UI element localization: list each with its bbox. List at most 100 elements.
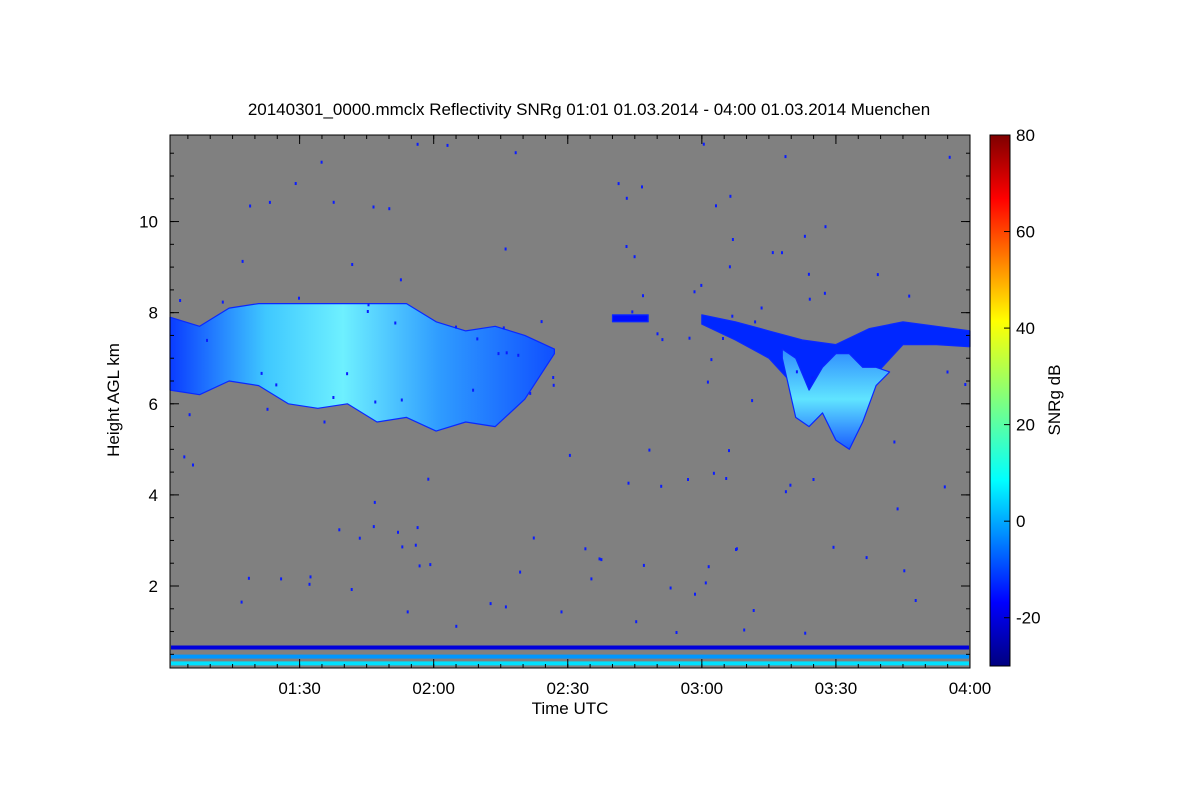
speckle <box>627 481 630 485</box>
y-tick-label: 2 <box>149 577 158 596</box>
speckle <box>540 320 543 324</box>
speckle <box>789 483 792 487</box>
speckle <box>552 376 555 379</box>
speckle <box>642 563 645 567</box>
cloud-layer <box>169 303 556 432</box>
speckle <box>715 204 717 208</box>
speckle <box>832 545 835 549</box>
x-tick-label: 01:30 <box>278 679 321 698</box>
speckle <box>332 200 335 204</box>
speckle <box>366 310 369 313</box>
speckle <box>598 557 601 561</box>
speckle <box>427 477 430 481</box>
plot-frame <box>169 134 971 669</box>
speckle <box>294 182 297 185</box>
speckle <box>429 563 432 567</box>
speckle <box>700 283 703 287</box>
speckle <box>648 448 651 452</box>
plot-area <box>169 134 971 669</box>
speckle <box>505 351 508 355</box>
speckle <box>635 620 638 624</box>
speckle <box>876 273 879 277</box>
speckle <box>332 396 335 399</box>
y-tick-label: 6 <box>149 395 158 414</box>
speckle <box>249 204 252 208</box>
speckle <box>631 310 634 314</box>
speckle <box>811 376 814 380</box>
speckle <box>455 325 457 329</box>
x-tick-label: 02:00 <box>412 679 455 698</box>
speckle <box>350 588 353 591</box>
speckle <box>374 400 377 404</box>
speckle <box>807 272 810 276</box>
speckle <box>192 463 194 467</box>
colorbar-tick-label: 20 <box>1016 416 1035 435</box>
chart-title: 20140301_0000.mmclx Reflectivity SNRg 01… <box>248 100 930 119</box>
speckle <box>712 471 715 475</box>
speckle <box>476 337 479 341</box>
speckle <box>731 314 734 318</box>
speckle <box>725 477 728 480</box>
speckle <box>394 321 397 325</box>
speckle <box>908 294 911 298</box>
y-tick-label: 8 <box>149 304 158 323</box>
speckle <box>784 490 787 494</box>
speckle <box>824 225 827 229</box>
speckle <box>268 200 271 204</box>
surface-band <box>171 661 969 666</box>
speckle <box>504 247 507 251</box>
speckle <box>687 478 689 481</box>
speckle <box>206 338 208 342</box>
speckle <box>401 545 404 549</box>
speckle <box>600 558 603 562</box>
speckle <box>641 185 643 189</box>
noise-speckles <box>179 142 967 635</box>
speckle <box>964 383 967 386</box>
speckle <box>323 420 326 424</box>
speckle <box>502 326 505 330</box>
speckle <box>529 391 532 395</box>
speckle <box>455 624 458 628</box>
speckle <box>893 440 896 444</box>
x-tick-label: 03:30 <box>815 679 858 698</box>
speckle <box>497 352 500 356</box>
speckle <box>372 525 375 529</box>
speckle <box>784 155 787 159</box>
speckle <box>414 543 417 547</box>
speckle <box>416 526 419 530</box>
colorbar: -20 0 20 40 60 80 SNRg dB <box>989 126 1064 667</box>
speckle <box>183 455 186 459</box>
speckle <box>388 207 391 211</box>
speckle <box>729 194 732 198</box>
speckle <box>367 303 370 307</box>
speckle <box>338 528 341 532</box>
speckle <box>532 536 535 540</box>
colorbar-tick-label: 40 <box>1016 319 1035 338</box>
speckle <box>397 530 399 534</box>
speckle <box>240 600 243 604</box>
speckle <box>751 399 754 403</box>
speckle <box>706 380 709 384</box>
x-tick-label: 03:00 <box>681 679 724 698</box>
speckle <box>247 576 250 580</box>
cloud-layer <box>611 314 649 323</box>
speckle <box>795 370 798 374</box>
speckle <box>694 592 696 596</box>
speckle <box>914 599 917 602</box>
speckle <box>519 570 522 574</box>
speckle <box>943 485 946 489</box>
speckle <box>823 291 826 295</box>
y-tick-label: 4 <box>149 486 158 505</box>
x-tick-label: 02:30 <box>546 679 589 698</box>
speckle <box>781 251 783 255</box>
speckle <box>660 484 663 488</box>
speckle <box>722 337 724 340</box>
speckle <box>560 610 563 614</box>
speckle <box>298 296 300 300</box>
cloud-layer <box>781 348 891 450</box>
speckle <box>351 263 354 266</box>
speckle <box>179 299 182 302</box>
colorbar-tick-label: 60 <box>1016 223 1035 242</box>
speckle <box>903 569 906 573</box>
colorbar-tick-label: 0 <box>1016 512 1025 531</box>
